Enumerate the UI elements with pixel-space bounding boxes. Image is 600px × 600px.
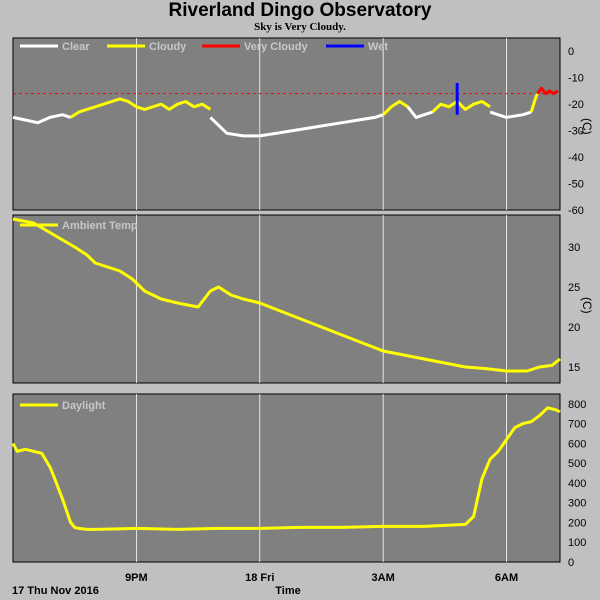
series-line-clear [209,113,384,138]
series-line-very-cloudy [536,86,559,96]
ytick-label: -10 [568,73,584,85]
ytick-label: 30 [568,242,580,254]
x-axis-tick-labels: 9PM 18 Fri 3AM 6AM [125,572,518,584]
xtick-label: 3AM [372,572,395,584]
ytick-label: 15 [568,362,580,374]
ytick-label: 600 [568,438,586,450]
daylight-plot-area [12,393,561,563]
ytick-label: -20 [568,99,584,111]
xtick-label: 18 Fri [245,572,274,584]
series-line-cloudy [382,100,409,116]
ytick-label: 20 [568,322,580,334]
series-line-clear [406,105,433,119]
series-line-cloudy [69,97,212,119]
ambient-temp-plot-area [12,214,561,384]
ytick-label: -60 [568,205,584,217]
ytick-label: -40 [568,152,584,164]
sky-temp-ylabel: (C) [580,118,594,135]
ambient-temp-panel: 30 25 20 15 Ambient Temp (C) [12,214,594,384]
xtick-label: 6AM [495,572,518,584]
ytick-label: 0 [568,46,574,58]
chart-title: Riverland Dingo Observatory [168,0,432,21]
daylight-panel: 800 700 600 500 400 300 200 100 0 Daylight [11,393,586,569]
sky-temp-legend: Clear Cloudy Very Cloudy Wet [20,41,388,53]
series-line-daylight [11,406,561,531]
series-line-clear [12,113,72,125]
ambient-temp-ytick-labels: 30 25 20 15 [568,242,580,374]
ytick-label: 800 [568,399,586,411]
series-line-clear [489,110,532,119]
ytick-label: -50 [568,179,584,191]
legend-label-very-cloudy: Very Cloudy [244,41,308,53]
start-date-label: 17 Thu Nov 2016 [12,585,99,597]
chart-subtitle: Sky is Very Cloudy. [254,21,346,33]
ytick-label: 300 [568,498,586,510]
daylight-series [11,406,561,531]
ytick-label: 500 [568,458,586,470]
sky-temp-grid [135,38,507,210]
sky-temp-plot-area [12,37,561,211]
legend-label-wet: Wet [368,41,388,53]
legend-label-ambient-temp: Ambient Temp [62,220,138,232]
daylight-grid [135,394,507,562]
xtick-label: 9PM [125,572,148,584]
legend-label-daylight: Daylight [62,400,106,412]
ytick-label: 700 [568,419,586,431]
legend-label-cloudy: Cloudy [149,41,187,53]
series-line-cloudy [431,100,491,114]
sky-temp-ytick-labels: 0 -10 -20 -30 -40 -50 -60 [568,46,584,217]
ambient-temp-ylabel: (C) [580,297,594,314]
ytick-label: 0 [568,557,574,569]
ambient-temp-grid [135,215,507,383]
series-line-ambient-temp [12,217,561,373]
ytick-label: 200 [568,517,586,529]
ytick-label: 400 [568,478,586,490]
daylight-ytick-labels: 800 700 600 500 400 300 200 100 0 [568,399,586,569]
x-axis-title: Time [275,585,300,597]
ytick-label: 100 [568,537,586,549]
sky-temp-panel: 0 -10 -20 -30 -40 -50 -60 Clear Cloudy Very Cl… [12,37,594,217]
ambient-temp-legend: Ambient Temp [20,220,138,232]
daylight-legend: Daylight [20,400,106,412]
sky-temp-series [12,82,559,138]
ytick-label: -30 [568,126,584,138]
series-line-cloudy [529,93,539,113]
legend-label-clear: Clear [62,41,90,53]
ambient-temp-series [12,217,561,373]
ytick-label: 25 [568,282,580,294]
